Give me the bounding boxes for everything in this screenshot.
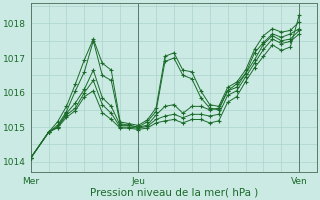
X-axis label: Pression niveau de la mer( hPa ): Pression niveau de la mer( hPa ) — [90, 187, 258, 197]
